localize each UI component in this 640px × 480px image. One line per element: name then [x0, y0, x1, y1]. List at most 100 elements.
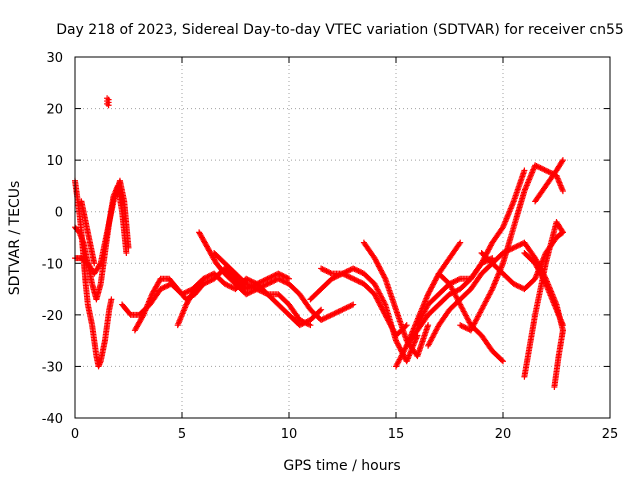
data-point-plus — [205, 278, 212, 285]
data-point-plus — [251, 284, 258, 291]
data-point-plus — [157, 286, 164, 293]
data-point-plus — [559, 188, 566, 195]
data-point-plus — [123, 249, 130, 256]
data-point-plus — [161, 284, 168, 291]
data-point-plus — [457, 322, 464, 329]
data-point-plus — [303, 318, 310, 325]
data-point-plus — [510, 280, 517, 287]
data-point-plus — [425, 322, 432, 329]
data-point-plus — [245, 282, 252, 289]
data-point-plus — [200, 280, 207, 287]
data-point-plus — [346, 267, 353, 274]
data-point-plus — [259, 278, 266, 285]
data-point-plus — [248, 283, 255, 290]
data-point-plus — [559, 228, 566, 235]
y-axis-label: SDTVAR / TECUs — [7, 181, 23, 296]
data-point-plus — [347, 266, 354, 273]
data-point-plus — [300, 320, 307, 327]
data-point-plus — [245, 277, 252, 284]
data-point-plus — [559, 158, 566, 165]
data-point-plus — [512, 244, 519, 251]
series-track-24 — [551, 327, 566, 391]
data-point-plus — [498, 357, 505, 364]
data-point-plus — [158, 285, 165, 292]
data-point-plus — [546, 169, 553, 176]
data-point-plus — [201, 275, 208, 282]
data-point-plus — [160, 284, 167, 291]
data-point-plus — [281, 273, 288, 280]
data-point-plus — [260, 289, 267, 296]
data-point-plus — [322, 315, 329, 322]
data-point-plus — [317, 307, 324, 314]
data-point-plus — [269, 273, 276, 280]
series-track-3 — [72, 177, 132, 277]
data-point-plus — [340, 269, 347, 276]
data-point-plus — [271, 272, 278, 279]
data-point-plus — [348, 275, 355, 282]
x-tick-label: 25 — [602, 427, 619, 442]
data-point-plus — [455, 276, 462, 283]
data-point-plus — [244, 290, 251, 297]
data-point-plus — [324, 268, 331, 275]
series-track-22 — [532, 157, 566, 205]
axis-ticks: 0 5 10 15 20 25 -40 -30 -20 -10 0 10 20 30 — [42, 51, 619, 442]
data-point-plus — [356, 268, 363, 275]
data-point-plus — [263, 281, 270, 288]
data-point-plus — [510, 244, 517, 251]
data-point-plus — [454, 277, 461, 284]
data-point-plus — [260, 277, 267, 284]
data-point-plus — [461, 324, 468, 331]
data-point-plus — [279, 272, 286, 279]
data-point-plus — [267, 274, 274, 281]
data-point-plus — [336, 307, 343, 314]
data-point-plus — [228, 284, 235, 291]
data-point-plus — [335, 308, 342, 315]
data-point-plus — [508, 246, 515, 253]
series-track-21 — [521, 219, 566, 380]
data-point-plus — [263, 276, 270, 283]
data-point-plus — [203, 274, 210, 281]
data-point-plus — [265, 275, 272, 282]
data-point-plus — [332, 273, 339, 280]
data-point-plus — [264, 275, 271, 282]
data-point-plus — [517, 284, 524, 291]
data-point-plus — [243, 286, 250, 293]
y-tick-label: 10 — [46, 154, 63, 169]
data-point-plus — [339, 270, 346, 277]
data-point-plus — [354, 277, 361, 284]
data-point-plus — [335, 272, 342, 279]
x-tick-label: 10 — [281, 427, 298, 442]
x-tick-label: 20 — [495, 427, 512, 442]
data-point-plus — [264, 280, 271, 287]
data-point-plus — [298, 321, 305, 328]
data-point-plus — [162, 283, 169, 290]
data-point-plus — [319, 316, 326, 323]
data-point-plus — [330, 275, 337, 282]
data-point-plus — [456, 240, 463, 247]
data-point-plus — [319, 266, 326, 273]
data-point-plus — [201, 280, 208, 287]
data-point-plus — [488, 287, 495, 294]
data-point-plus — [320, 266, 327, 273]
data-point-plus — [276, 276, 283, 283]
data-point-plus — [344, 268, 351, 275]
data-point-plus — [326, 269, 333, 276]
data-point-plus — [257, 278, 264, 285]
data-point-plus — [330, 311, 337, 318]
data-point-plus — [351, 276, 358, 283]
data-point-plus — [331, 310, 338, 317]
data-point-plus — [108, 296, 115, 303]
data-point-plus — [350, 265, 357, 272]
data-point-plus — [451, 278, 458, 285]
data-point-plus — [318, 306, 325, 313]
data-point-plus — [259, 288, 266, 295]
data-point-plus — [248, 278, 255, 285]
data-point-plus — [276, 271, 283, 278]
data-point-plus — [283, 274, 290, 281]
grid-lines — [75, 57, 610, 418]
data-point-plus — [207, 272, 214, 279]
data-point-plus — [244, 276, 251, 283]
data-point-plus — [307, 322, 314, 329]
data-point-plus — [205, 273, 212, 280]
data-point-plus — [275, 270, 282, 277]
